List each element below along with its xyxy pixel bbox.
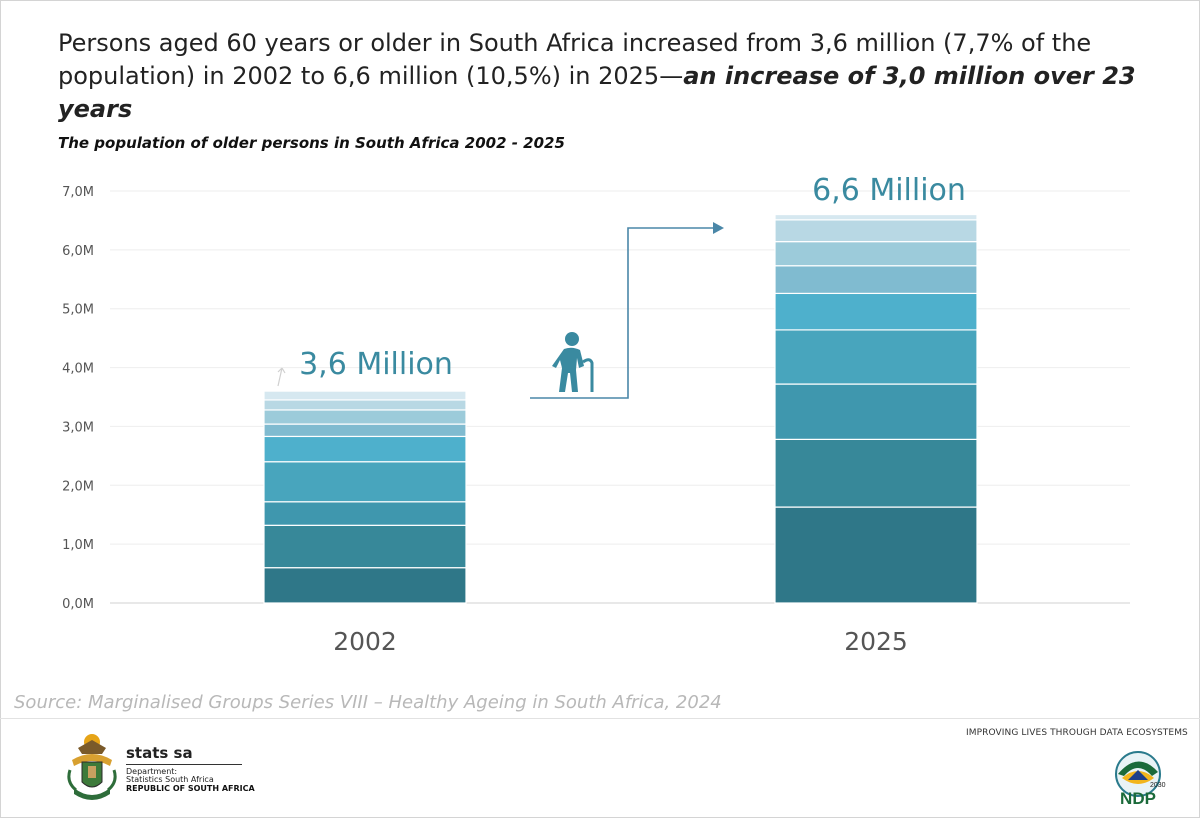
bar-segment	[263, 435, 467, 463]
headline-plain: Persons aged 60 years or older in South …	[58, 29, 1092, 90]
data-label: 6,6 Million	[812, 173, 966, 208]
bar-segment	[263, 524, 467, 569]
org-rule	[126, 764, 242, 765]
y-tick-label: 7,0M	[62, 185, 94, 200]
bar-segment	[774, 265, 978, 295]
tagline: IMPROVING LIVES THROUGH DATA ECOSYSTEMS	[966, 728, 1188, 738]
ndp-logo-icon: 2030 NDP	[1115, 751, 1166, 806]
coat-of-arms-icon	[67, 734, 117, 800]
dept-line-2: Statistics South Africa	[126, 775, 214, 784]
bar-segment	[263, 399, 467, 411]
bar-segment	[263, 461, 467, 503]
bar-segment	[263, 501, 467, 526]
increase-arrow-head	[713, 222, 724, 234]
bar-segment	[263, 423, 467, 438]
y-tick-label: 1,0M	[62, 538, 94, 553]
footer-divider	[0, 718, 1200, 719]
label-pointer	[277, 367, 286, 387]
dept-line-1: Department:	[126, 767, 178, 776]
y-tick-label: 3,0M	[62, 420, 94, 435]
ndp-text: NDP	[1120, 789, 1156, 806]
data-label: 3,6 Million	[299, 347, 453, 382]
y-tick-label: 5,0M	[62, 303, 94, 318]
country-name: REPUBLIC OF SOUTH AFRICA	[126, 784, 255, 793]
bar-segment	[774, 506, 978, 604]
bar-segment	[774, 219, 978, 243]
y-tick-label: 0,0M	[62, 597, 94, 612]
chart-title: The population of older persons in South…	[58, 134, 565, 152]
org-name: stats sa	[126, 744, 193, 762]
bar-segment	[774, 438, 978, 508]
bar-segment	[774, 292, 978, 331]
x-tick-label: 2025	[844, 627, 908, 656]
headline: Persons aged 60 years or older in South …	[58, 27, 1178, 126]
bar-segment	[774, 241, 978, 267]
y-tick-label: 2,0M	[62, 479, 94, 494]
bar-segment	[774, 213, 978, 221]
y-tick-label: 4,0M	[62, 362, 94, 377]
bar-segment	[263, 390, 467, 401]
bar-segment	[774, 329, 978, 385]
bar-segment	[263, 409, 467, 425]
source-note: Source: Marginalised Groups Series VIII …	[14, 692, 722, 713]
ndp-year: 2030	[1150, 782, 1166, 789]
y-tick-label: 6,0M	[62, 244, 94, 259]
stats-sa-logo: stats sa Department: Statistics South Af…	[66, 730, 256, 808]
increase-arrow-icon	[530, 227, 716, 399]
elderly-person-icon	[552, 332, 594, 392]
bar-segment	[774, 383, 978, 440]
bar-segment	[263, 567, 467, 604]
headline-emphasis: an increase of 3,0 million over 23 years	[58, 62, 1136, 123]
x-tick-label: 2002	[333, 627, 397, 656]
